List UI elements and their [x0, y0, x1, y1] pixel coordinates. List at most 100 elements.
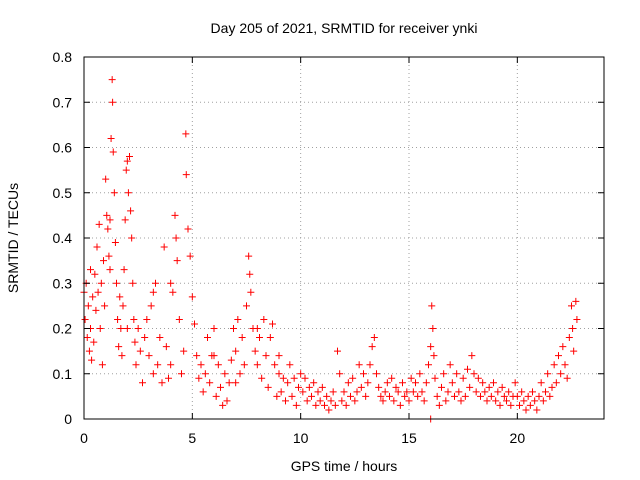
data-point [496, 401, 504, 409]
data-point [405, 397, 413, 405]
data-point [544, 370, 552, 378]
data-point [572, 297, 580, 305]
data-point [221, 370, 229, 378]
data-point [108, 76, 116, 84]
data-point [90, 338, 98, 346]
data-point [312, 401, 320, 409]
data-point [366, 361, 374, 369]
data-point [494, 388, 502, 396]
data-point [169, 288, 177, 296]
data-point [344, 379, 352, 387]
data-point [275, 370, 283, 378]
data-point [136, 347, 144, 355]
data-point [210, 352, 218, 360]
data-point [472, 388, 480, 396]
data-point [539, 397, 547, 405]
data-point [394, 388, 402, 396]
data-point [531, 397, 539, 405]
data-point [167, 279, 175, 287]
data-point [355, 361, 363, 369]
data-point [258, 374, 266, 382]
data-point [537, 379, 545, 387]
data-point [290, 374, 298, 382]
x-tick-label: 20 [510, 430, 526, 446]
data-point [407, 374, 415, 382]
data-point [323, 392, 331, 400]
data-point [141, 334, 149, 342]
data-point [117, 325, 125, 332]
data-point [184, 225, 192, 233]
data-point [139, 379, 146, 387]
data-point [513, 392, 521, 400]
data-point [305, 383, 313, 391]
data-point [106, 266, 114, 274]
y-tick-label: 0.4 [53, 230, 73, 246]
data-point [526, 401, 534, 409]
data-point [383, 379, 391, 387]
y-tick-label: 0.3 [53, 275, 73, 291]
data-point [191, 320, 198, 328]
data-point [485, 383, 493, 391]
x-tick-label: 0 [80, 430, 88, 446]
data-point [338, 397, 346, 405]
data-point [351, 397, 359, 405]
data-point [178, 370, 185, 378]
data-point [505, 388, 513, 396]
data-point [266, 334, 274, 342]
data-point [101, 302, 109, 310]
data-point [282, 397, 289, 405]
data-point [132, 361, 140, 369]
data-point [116, 293, 124, 301]
data-point [81, 315, 89, 323]
data-point [234, 315, 242, 323]
data-point [431, 374, 439, 382]
data-point [347, 392, 354, 400]
data-point [253, 361, 261, 369]
data-point [414, 392, 422, 400]
data-point [238, 334, 246, 342]
data-point [498, 383, 506, 391]
data-point [500, 392, 508, 400]
grid-lines [84, 57, 604, 419]
data-point [568, 302, 575, 310]
data-point [336, 370, 344, 378]
data-point [115, 343, 123, 351]
data-point [279, 374, 287, 382]
data-point [113, 279, 120, 287]
x-tick-label: 10 [293, 430, 309, 446]
data-point [152, 279, 159, 287]
data-point [477, 392, 484, 400]
data-point [199, 388, 207, 396]
data-point [442, 397, 450, 405]
data-point [461, 392, 469, 400]
data-point [130, 315, 138, 323]
data-point [260, 315, 268, 323]
data-point [204, 334, 211, 342]
data-point [230, 325, 237, 332]
data-point [340, 388, 348, 396]
data-point [353, 388, 361, 396]
data-point [392, 383, 400, 391]
data-point [357, 383, 365, 391]
data-point [284, 379, 292, 387]
data-point [149, 370, 157, 378]
x-tick-label: 15 [401, 430, 417, 446]
data-point [388, 374, 396, 382]
data-point [565, 334, 573, 342]
data-point [403, 388, 411, 396]
data-point [362, 392, 370, 400]
data-point [573, 315, 581, 323]
data-point [195, 374, 203, 382]
data-point [175, 315, 183, 323]
data-point [503, 397, 510, 405]
data-point [88, 356, 96, 364]
data-point [134, 325, 142, 332]
data-point [314, 388, 322, 396]
data-point [479, 379, 487, 387]
data-point [114, 315, 122, 323]
data-point [83, 334, 91, 342]
data-point [349, 374, 357, 382]
data-point [118, 352, 126, 360]
data-point [453, 370, 461, 378]
data-point [457, 397, 465, 405]
